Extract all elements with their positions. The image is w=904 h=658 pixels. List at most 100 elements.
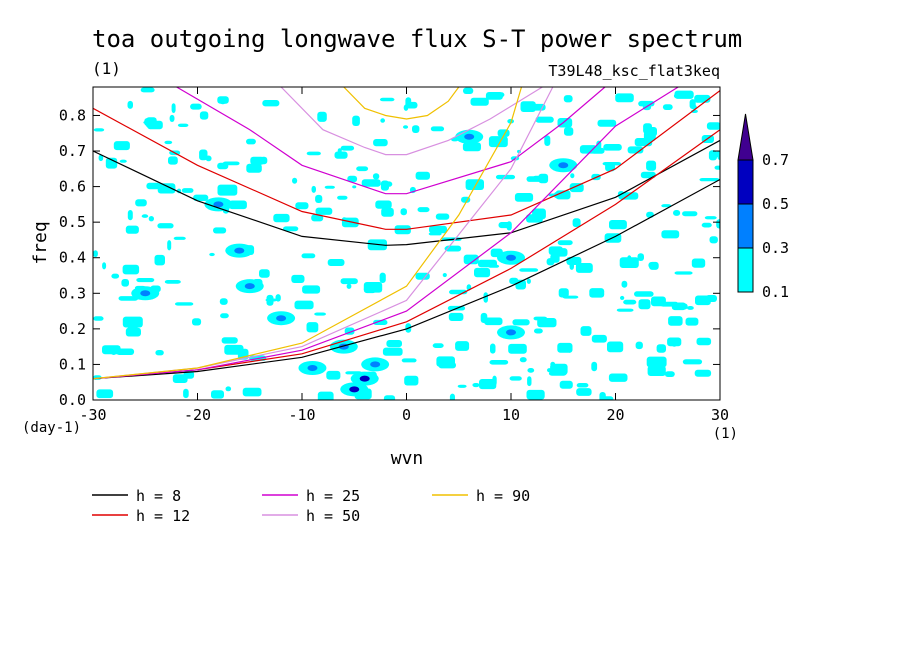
contour-speckle [526,389,545,400]
contour-speckle [292,177,298,184]
contour-speckle [646,160,657,171]
contour-speckle [442,273,447,278]
contour-speckle [177,123,189,127]
y-axis-label: freq [30,221,51,264]
contour-speckle [488,136,508,148]
contour-core [140,290,151,297]
contour-speckle [373,319,388,325]
contour-speckle [596,140,602,150]
contour-speckle [118,296,139,301]
y-units-label: (day-1) [22,420,81,436]
curve-h8-gravity-n1 [93,139,720,246]
curve-h90-kelvin [93,87,523,380]
contour-speckle [637,253,644,261]
contour-speckle [620,295,625,300]
contour-speckle [483,292,488,303]
contour-speckle [155,350,164,356]
contour-speckle [93,250,98,258]
contour-core [506,329,516,336]
contour-speckle [463,87,474,94]
contour-speckle [691,258,706,268]
contour-speckle [199,149,208,161]
contour-speckle [127,210,133,221]
contour-speckle [519,268,539,272]
contour-speckle [555,190,571,200]
contour-speckle [225,386,232,392]
contour-speckle [375,200,392,209]
contour-speckle [673,210,681,216]
contour-speckle [457,384,467,388]
contour-core [558,162,569,169]
contour-speckle [173,236,186,240]
legend-label: h = 90 [476,487,530,505]
contour-speckle [449,393,455,400]
contour-speckle [701,222,712,228]
y-tick-label: 0.0 [59,391,86,409]
contour-speckle [576,383,589,388]
contour-speckle [326,370,341,380]
contour-speckle [171,103,176,113]
contour-speckle [259,269,270,278]
contour-speckle [673,93,693,99]
contour-speckle [352,115,360,126]
contour-speckle [563,95,573,103]
legend-label: h = 50 [306,507,360,525]
contour-speckle [602,162,622,166]
contour-speckle [96,389,114,399]
contour-core [349,386,360,393]
contour-speckle [527,368,535,373]
contour-speckle [509,376,522,381]
contour-speckle [167,240,172,251]
contour-speckle [546,258,555,266]
contour-speckle [682,211,698,217]
contour-speckle [623,299,637,305]
contour-speckle [667,337,682,347]
contour-speckle [463,254,479,265]
contour-speckle [533,316,548,321]
contour-speckle [548,371,567,376]
contour-speckle [415,272,430,280]
contour-speckle [538,173,549,184]
contour-speckle [498,222,512,229]
contour-speckle [356,166,369,172]
run-id-label: T39L48_ksc_flat3keq [548,62,720,80]
contour-speckle [295,202,309,210]
contour-speckle [246,138,256,145]
contour-speckle [647,365,666,376]
contour-speckle [428,232,442,236]
contour-speckle [484,317,503,326]
contour-speckle [615,93,634,103]
contour-speckle [157,183,176,194]
axes: -30 -20 -10 0 10 20 30 0.0 0.1 0.2 0.3 0.4 0.5 0.6 0.7… [59,87,729,424]
contour-speckle [569,262,574,270]
contour-speckle [266,294,274,306]
contour-speckle [324,185,335,189]
legend-label: h = 12 [136,507,190,525]
contour-speckle [488,264,500,268]
contour-speckle [548,246,563,255]
contour-speckle [372,173,380,180]
contour-speckle [535,116,554,123]
legend: h = 8 h = 12 h = 25 h = 50 h = 90 [92,487,530,525]
chart-title: toa outgoing longwave flux S-T power spe… [92,25,742,53]
contour-speckle [575,263,593,273]
contour-speckle [635,341,643,350]
contour-speckle [136,278,155,283]
contour-speckle [634,291,654,297]
contour-speckle [682,359,703,365]
contour-speckle [694,94,711,103]
contour-speckle [341,217,359,228]
contour-speckle [591,361,598,372]
contour-speckle [220,313,229,319]
contour-speckle [699,178,720,182]
curve-h90-gravity-n1 [343,87,460,120]
contour-speckle [183,371,195,379]
contour-speckle [716,219,720,229]
contour-speckle [576,388,592,396]
contour-speckle [687,306,694,310]
contour-speckle [340,278,358,285]
contour-speckle [472,383,480,388]
contour-speckle [412,125,420,133]
contour-speckle [302,285,321,294]
contour-speckle [674,271,693,275]
